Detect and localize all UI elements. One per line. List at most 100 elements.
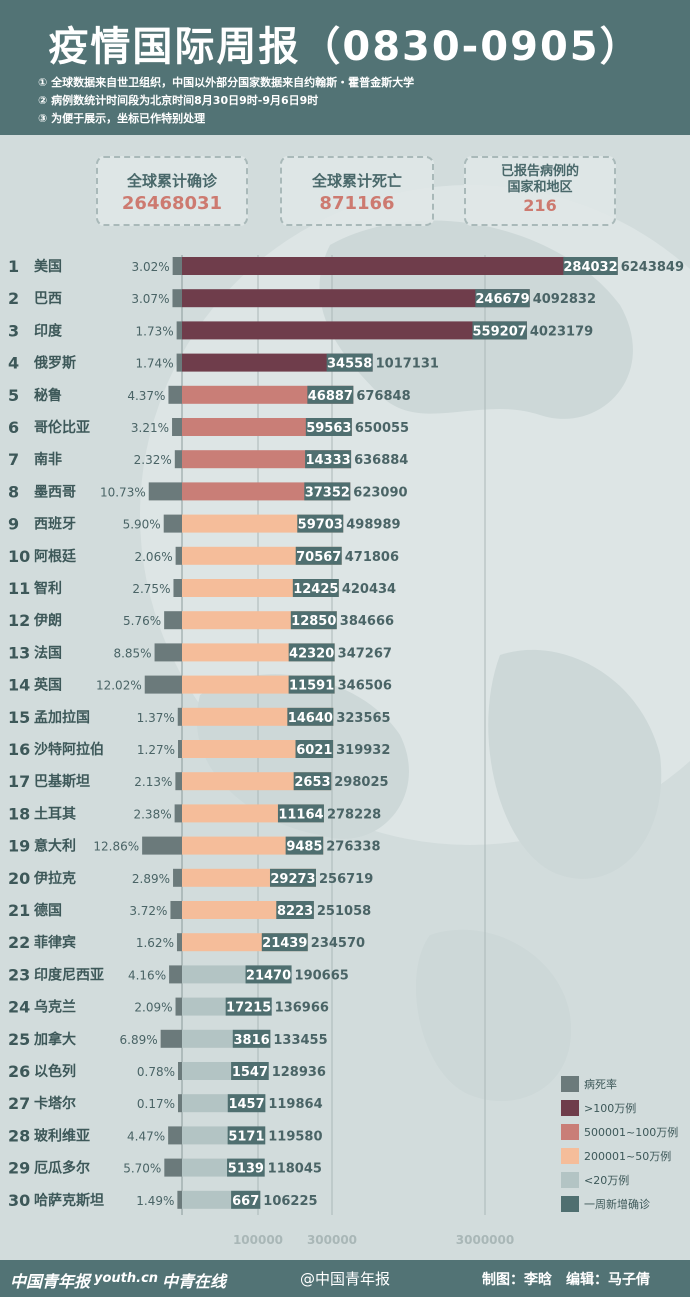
cumulative-label: 234570 (311, 936, 365, 951)
cumulative-label: 346506 (338, 679, 392, 694)
country-label: 哥伦比亚 (34, 419, 90, 436)
death-rate-label: 1.62% (136, 936, 174, 950)
weekly-new-bar (276, 901, 314, 919)
cumulative-label: 128936 (272, 1065, 326, 1080)
legend-label: 200001~50万例 (584, 1149, 671, 1163)
country-label: 阿根廷 (34, 548, 77, 565)
country-label: 英国 (33, 677, 62, 694)
death-rate-label: 8.85% (113, 646, 151, 660)
weekly-new-bar (287, 707, 334, 726)
weekly-new-bar (290, 611, 337, 630)
stat-countries: 已报告病例的 国家和地区 216 (464, 156, 616, 226)
weibo-handle: @中国青年报 (300, 1270, 391, 1288)
weekly-new-bar (288, 643, 335, 662)
weekly-new-label: 59563 (306, 421, 351, 436)
cumulative-label: 106225 (263, 1194, 317, 1209)
rank-label: 26 (8, 1062, 30, 1081)
death-rate-label: 5.76% (123, 614, 161, 628)
weekly-new-bar (227, 1126, 266, 1145)
rank-label: 10 (8, 547, 30, 566)
weekly-new-label: 8223 (277, 904, 313, 919)
country-label: 美国 (34, 258, 62, 275)
rank-label: 19 (8, 837, 30, 856)
page-title: 疫情国际周报（0830-0905） (48, 24, 642, 70)
weekly-new-bar (227, 1158, 265, 1177)
cumulative-label: 276338 (326, 840, 380, 855)
death-rate-bar (168, 385, 182, 404)
rank-label: 20 (8, 869, 30, 888)
cumulative-label: 650055 (355, 421, 409, 436)
rank-label: 4 (8, 354, 19, 373)
weekly-new-label: 5171 (228, 1129, 264, 1144)
country-label: 秘鲁 (34, 387, 62, 404)
country-label: 菲律宾 (34, 934, 76, 951)
rank-label: 12 (8, 611, 30, 630)
death-rate-label: 2.09% (134, 1001, 172, 1015)
legend-swatch (561, 1172, 579, 1188)
rank-label: 17 (8, 772, 30, 791)
cumulative-label: 119580 (268, 1129, 322, 1144)
country-label: 沙特阿拉伯 (34, 741, 104, 758)
death-rate-label: 0.17% (137, 1097, 175, 1111)
death-rate-bar (176, 353, 182, 372)
rank-label: 8 (8, 482, 19, 501)
weekly-new-bar (305, 450, 352, 469)
stat-value: 871166 (319, 193, 395, 214)
rank-label: 22 (8, 933, 30, 952)
stat-value: 26468031 (121, 193, 223, 214)
header-banner: 疫情国际周报（0830-0905） ① 全球数据来自世卫组织，中国以外部分国家数… (0, 0, 690, 135)
weekly-new-bar (307, 385, 354, 404)
death-rate-bar (176, 933, 182, 952)
country-label: 乌克兰 (34, 999, 76, 1016)
cumulative-label: 298025 (334, 775, 388, 790)
weekly-new-bar (304, 482, 351, 501)
death-rate-bar (177, 1190, 182, 1209)
death-rate-bar (160, 1029, 182, 1048)
weekly-new-bar (245, 965, 292, 984)
cumulative-label: 323565 (336, 711, 390, 726)
weekly-new-label: 11591 (289, 679, 334, 694)
cumulative-bar (182, 740, 334, 758)
country-label: 哈萨克斯坦 (34, 1192, 104, 1209)
cumulative-label: 133455 (273, 1033, 327, 1048)
rank-label: 25 (8, 1030, 30, 1049)
death-rate-label: 4.37% (127, 389, 165, 403)
legend-swatch (561, 1148, 579, 1164)
country-label: 印度尼西亚 (34, 966, 104, 983)
country-label: 南非 (34, 451, 62, 468)
death-rate-label: 5.70% (123, 1162, 161, 1176)
death-rate-bar (172, 257, 182, 275)
rank-label: 21 (8, 901, 30, 920)
weekly-new-bar (475, 289, 530, 308)
cumulative-label: 251058 (317, 904, 371, 919)
cumulative-bar (182, 321, 527, 340)
cumulative-label: 1017131 (376, 357, 439, 372)
death-rate-label: 10.73% (100, 485, 146, 499)
x-tick-label: 3000000 (456, 1233, 514, 1247)
weekly-new-label: 559207 (473, 324, 527, 339)
legend-label: 病死率 (584, 1077, 617, 1091)
weekly-new-label: 42320 (289, 646, 334, 661)
weekly-new-bar (231, 1190, 261, 1209)
death-rate-label: 3.21% (131, 421, 169, 435)
country-label: 德国 (34, 902, 62, 919)
stat-label-line-1: 已报告病例的 (500, 164, 579, 179)
rank-label: 5 (8, 386, 19, 405)
legend-swatch (561, 1196, 579, 1212)
death-rate-label: 6.89% (120, 1033, 158, 1047)
weekly-new-bar (326, 353, 373, 372)
weekly-new-label: 667 (232, 1194, 259, 1209)
weekly-new-bar (261, 933, 308, 952)
cumulative-label: 347267 (338, 646, 392, 661)
weekly-new-label: 29273 (270, 872, 315, 887)
country-label: 以色列 (34, 1063, 76, 1080)
weekly-new-label: 59703 (298, 518, 343, 533)
weekly-new-label: 9485 (286, 840, 322, 855)
death-rate-label: 3.07% (131, 292, 169, 306)
death-rate-bar (169, 965, 182, 984)
weekly-new-bar (231, 1062, 269, 1080)
country-label: 卡塔尔 (34, 1095, 76, 1112)
weekly-new-label: 5139 (228, 1162, 264, 1177)
weekly-new-label: 14333 (305, 453, 350, 468)
death-rate-label: 2.13% (134, 775, 172, 789)
